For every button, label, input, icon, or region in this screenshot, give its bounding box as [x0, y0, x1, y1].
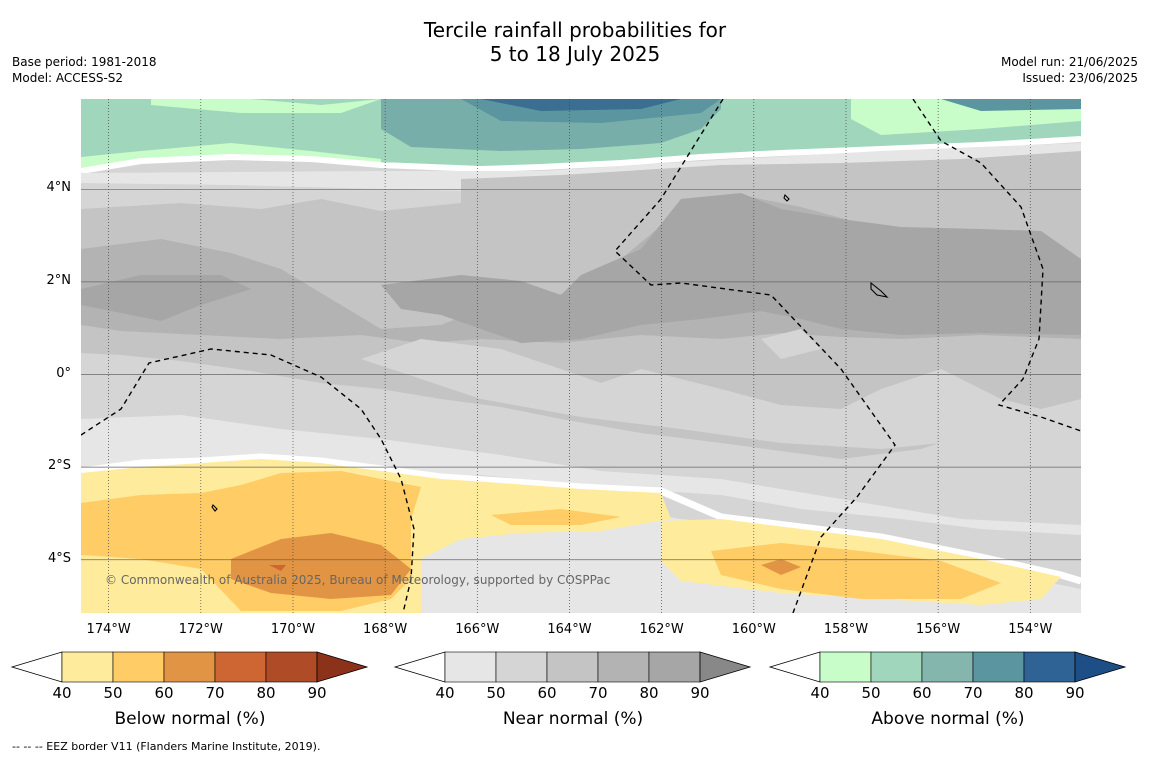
- colorbar-segment: [921, 651, 974, 683]
- colorbar-low-arrow: [768, 651, 821, 683]
- colorbar-high-arrow: [316, 651, 369, 683]
- colorbar-tick-label: 60: [154, 684, 174, 702]
- copyright-notice: © Commonwealth of Australia 2025, Bureau…: [105, 573, 610, 587]
- above-normal-70-region-east: [941, 99, 1081, 111]
- longitude-tick-label: 160°W: [731, 622, 776, 637]
- colorbar-high-arrow: [1074, 651, 1127, 683]
- colorbar-segment: [1023, 651, 1076, 683]
- colorbar-tick-label: 50: [486, 684, 506, 702]
- colorbar-title: Near normal (%): [502, 709, 644, 729]
- colorbar-segment: [870, 651, 923, 683]
- latitude-tick-label: 4°S: [47, 550, 71, 566]
- island-outline-east: [870, 281, 889, 298]
- meta-right: Model run: 21/06/2025 Issued: 23/06/2025: [1001, 54, 1138, 86]
- colorbar-segment: [163, 651, 216, 683]
- base-period: Base period: 1981-2018: [12, 55, 157, 69]
- longitude-tick-label: 168°W: [363, 622, 408, 637]
- colorbar-tick-label: 80: [1014, 684, 1034, 702]
- longitude-tick-label: 172°W: [178, 622, 223, 637]
- colorbar-1: [393, 651, 752, 683]
- colorbar-segment: [214, 651, 267, 683]
- colorbar-segment: [265, 651, 318, 683]
- above-normal-40-region-top: [151, 99, 381, 113]
- longitude-tick-label: 174°W: [86, 622, 131, 637]
- colorbar-tick-label: 50: [861, 684, 881, 702]
- colorbar-title: Above normal (%): [871, 709, 1025, 729]
- colorbar-high-arrow: [699, 651, 752, 683]
- colorbar-segment: [112, 651, 165, 683]
- near-normal-50-patch-center: [361, 339, 1081, 449]
- colorbar-tick-label: 90: [690, 684, 710, 702]
- longitude-tick-label: 170°W: [270, 622, 316, 637]
- colorbar-tick-label: 90: [307, 684, 327, 702]
- meta-left: Base period: 1981-2018 Model: ACCESS-S2: [12, 54, 157, 86]
- colorbar-strip: [10, 651, 1127, 683]
- longitude-tick-label: 158°W: [823, 622, 869, 637]
- colorbar-segment: [444, 651, 497, 683]
- below-normal-50-region-center: [491, 509, 621, 525]
- colorbar-segment: [495, 651, 548, 683]
- island-outline-north: [783, 193, 790, 202]
- above-normal-40-region-west: [81, 143, 381, 171]
- eez-border-center: [614, 99, 896, 613]
- colorbar-tick-label: 70: [963, 684, 983, 702]
- colorbar-2: [768, 651, 1127, 683]
- colorbar-tick-label: 50: [103, 684, 123, 702]
- longitude-tick-label: 164°W: [547, 622, 592, 637]
- title-line-1: Tercile rainfall probabilities for: [423, 18, 727, 42]
- below-normal-60-region-east: [761, 559, 801, 575]
- above-normal-80-region: [481, 99, 681, 111]
- colorbar-low-arrow: [10, 651, 63, 683]
- model-run: Model run: 21/06/2025: [1000, 55, 1138, 69]
- below-normal-edge-white: [81, 453, 1081, 585]
- colorbar-tick-label: 60: [537, 684, 557, 702]
- near-normal-80-region: [81, 275, 251, 321]
- below-normal-60-region: [231, 533, 411, 599]
- colorbar-low-arrow: [393, 651, 446, 683]
- model-name: Model: ACCESS-S2: [12, 71, 124, 85]
- below-normal-50-region-east: [711, 543, 1001, 599]
- eez-footnote: -- -- -- EEZ border V11 (Flanders Marine…: [12, 740, 321, 753]
- colorbar-tick-label: 60: [912, 684, 932, 702]
- colorbar-tick-label: 40: [435, 684, 455, 702]
- colorbar-tick-label: 80: [256, 684, 276, 702]
- gridlines: [81, 99, 1081, 613]
- longitude-tick-label: 166°W: [455, 622, 500, 637]
- issued-date: Issued: 23/06/2025: [1022, 71, 1138, 85]
- below-normal-70-region: [269, 565, 286, 571]
- near-normal-50-patch-mid: [761, 329, 821, 359]
- colorbar-tick-label: 40: [810, 684, 830, 702]
- latitude-tick-label: 0°: [56, 365, 71, 381]
- latitude-tick-label: 2°N: [46, 272, 72, 288]
- colorbar-tick-label: 70: [588, 684, 608, 702]
- longitude-tick-label: 154°W: [1008, 622, 1053, 637]
- colorbar-title: Below normal (%): [114, 709, 266, 729]
- colorbar-0: [10, 651, 369, 683]
- colorbar-segment: [819, 651, 872, 683]
- colorbar-tick-label: 40: [52, 684, 72, 702]
- above-normal-edge-white: [81, 136, 1081, 174]
- eez-border-east: [912, 99, 1081, 432]
- colorbar-tick-label: 90: [1065, 684, 1085, 702]
- longitude-tick-label: 162°W: [639, 622, 684, 637]
- colorbar-segment: [972, 651, 1025, 683]
- colorbar-tick-label: 70: [205, 684, 225, 702]
- eez-border-west: [81, 348, 415, 613]
- probability-map: © Commonwealth of Australia 2025, Bureau…: [81, 99, 1081, 613]
- colorbar-segment: [546, 651, 599, 683]
- near-normal-40-strip: [81, 143, 1081, 193]
- near-normal-80-region-center: [381, 193, 1081, 343]
- longitude-tick-label: 156°W: [916, 622, 961, 637]
- colorbar-tick-label: 80: [639, 684, 659, 702]
- latitude-tick-label: 4°N: [46, 180, 72, 196]
- map-title: Tercile rainfall probabilities for 5 to …: [0, 18, 1150, 66]
- colorbar-segment: [61, 651, 114, 683]
- colorbar-segment: [648, 651, 701, 683]
- island-outline-west: [211, 504, 218, 512]
- latitude-tick-label: 2°S: [47, 458, 71, 474]
- colorbar-segment: [597, 651, 650, 683]
- title-line-2: 5 to 18 July 2025: [489, 42, 661, 66]
